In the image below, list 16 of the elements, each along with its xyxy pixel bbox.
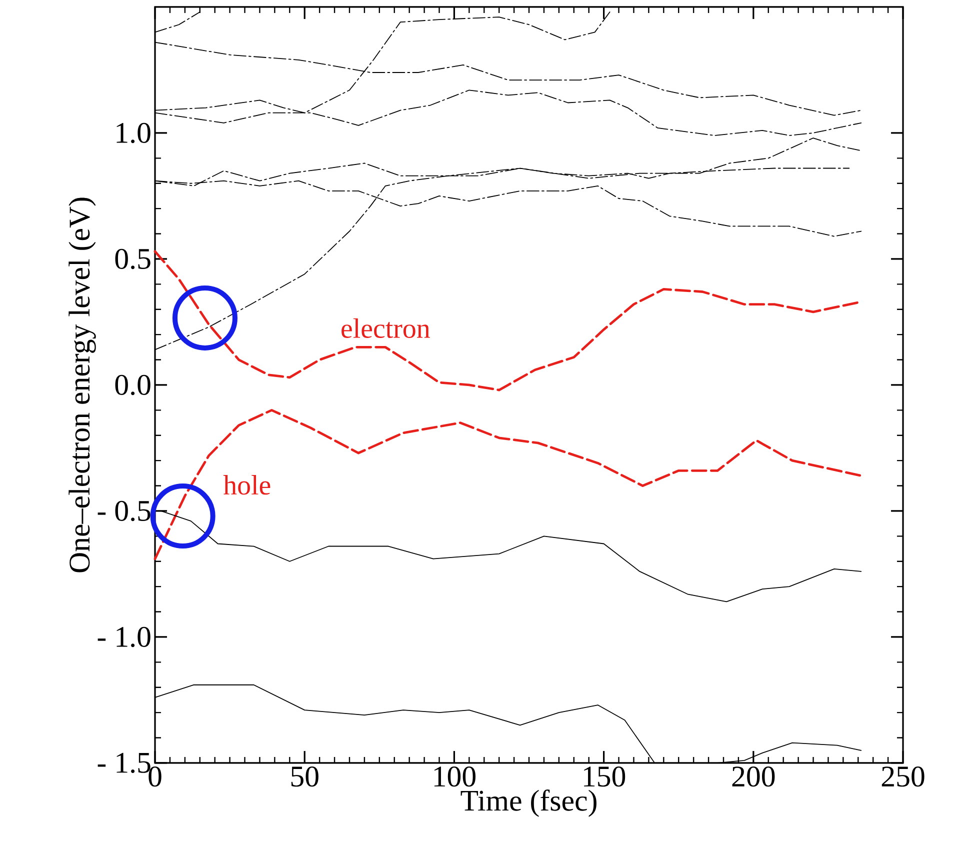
x-tick-label: 150 (584, 766, 626, 787)
x-tick-label: 0 (148, 766, 162, 787)
y-tick-label: 0.0 (115, 374, 150, 396)
x-tick-label: 200 (732, 766, 775, 787)
y-tick-label: 0.5 (115, 248, 150, 270)
series-label: hole (223, 475, 270, 495)
x-tick-label: 250 (882, 766, 924, 787)
y-tick-label: - 1.0 (98, 626, 150, 648)
x-axis-title: Time (fsec) (460, 790, 596, 817)
y-tick-label: - 1.5 (98, 752, 150, 774)
y-tick-label: - 0.5 (98, 500, 150, 522)
x-tick-label: 50 (291, 766, 318, 787)
y-axis-title: One–electron energy level (eV) (68, 198, 96, 572)
x-tick-label: 100 (434, 766, 476, 787)
y-tick-label: 1.0 (116, 122, 150, 144)
series-label: electron (342, 318, 430, 338)
